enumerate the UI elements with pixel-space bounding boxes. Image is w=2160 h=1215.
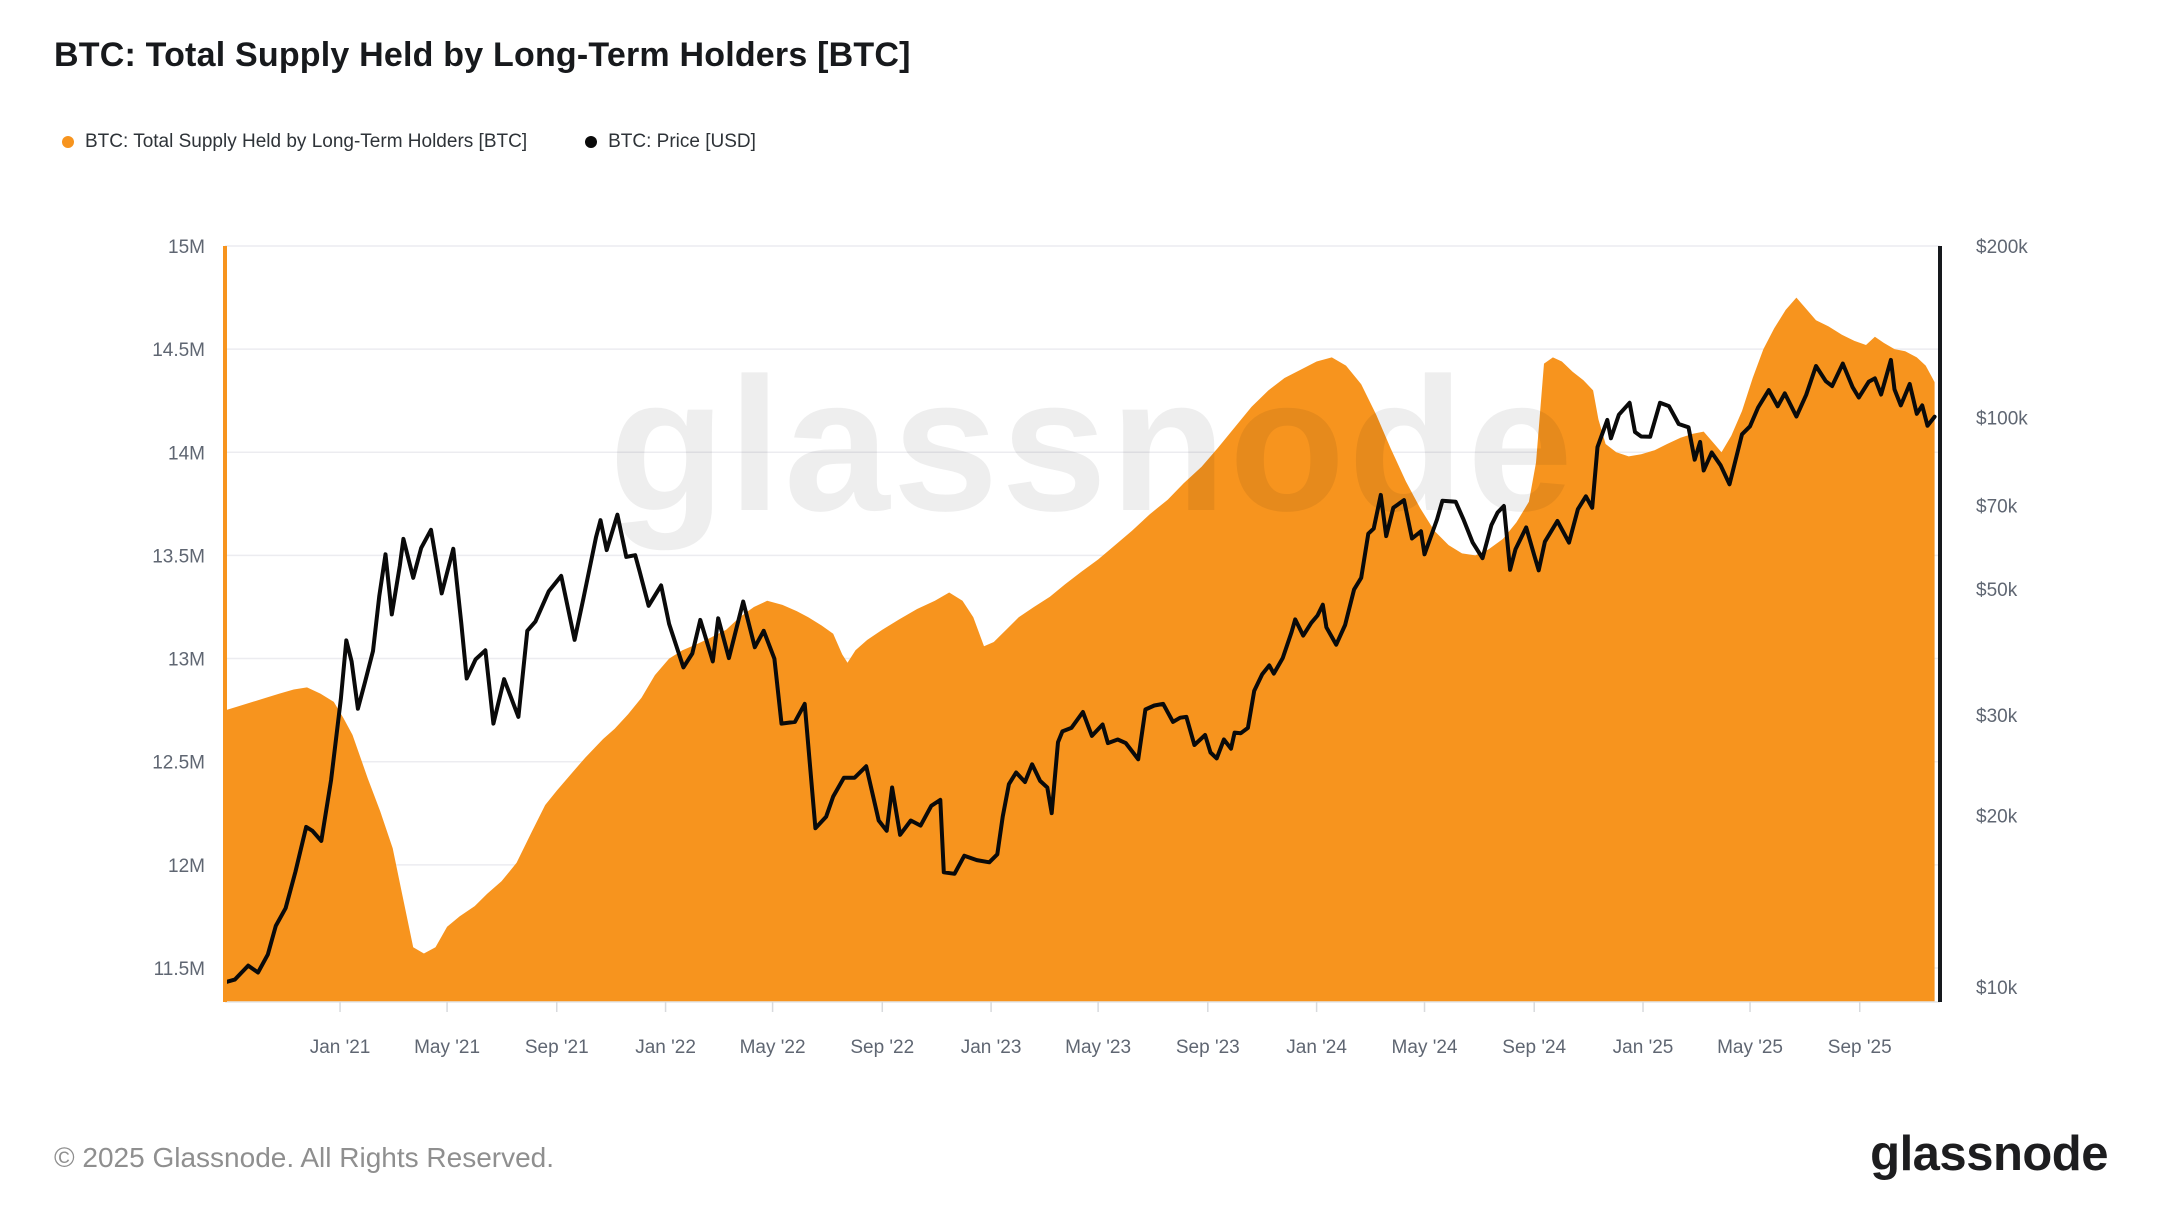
x-tick-label: Jan '21 <box>310 1037 371 1058</box>
legend-item-lth-supply[interactable]: BTC: Total Supply Held by Long-Term Hold… <box>62 131 527 153</box>
x-tick-label: Sep '23 <box>1176 1037 1240 1058</box>
x-tick-label: Sep '21 <box>525 1037 589 1058</box>
left-axis-tick-label: 14M <box>168 443 205 464</box>
x-tick-label: May '21 <box>414 1037 480 1058</box>
left-axis-tick-label: 13.5M <box>152 546 205 567</box>
right-axis-tick-label: $50k <box>1976 580 2018 601</box>
x-tick-label: Jan '25 <box>1613 1037 1674 1058</box>
right-axis-tick-label: $10k <box>1976 978 2018 999</box>
right-axis-tick-label: $20k <box>1976 807 2018 828</box>
x-tick-label: Jan '23 <box>961 1037 1022 1058</box>
x-tick-label: Jan '22 <box>635 1037 696 1058</box>
axes <box>223 246 1942 1012</box>
left-axis-tick-label: 14.5M <box>152 340 205 361</box>
left-axis-tick-label: 11.5M <box>154 959 205 980</box>
x-tick-label: May '25 <box>1717 1037 1783 1058</box>
x-tick-label: Jan '24 <box>1286 1037 1347 1058</box>
btc-price-line-series <box>223 357 1937 985</box>
x-tick-label: Sep '22 <box>850 1037 914 1058</box>
axis-labels: Jan '21 May '21 Sep '21 Jan '22 May '22 Sep '… <box>152 237 2028 1058</box>
plot-area[interactable] <box>225 246 1940 1002</box>
glassnode-logo[interactable]: glassnode <box>1870 1127 2108 1181</box>
legend-item-price[interactable]: BTC: Price [USD] <box>585 131 756 153</box>
x-tick-label: May '22 <box>740 1037 806 1058</box>
right-axis-tick-label: $30k <box>1976 706 2018 727</box>
price-series-swatch-icon <box>585 136 598 148</box>
right-axis-tick-label: $70k <box>1976 497 2018 518</box>
legend-item-label: BTC: Total Supply Held by Long-Term Hold… <box>85 131 528 152</box>
page-title: BTC: Total Supply Held by Long-Term Hold… <box>54 36 911 74</box>
x-tick-label: Sep '24 <box>1502 1037 1566 1058</box>
x-tick-label: Sep '25 <box>1828 1037 1892 1058</box>
left-axis-tick-label: 15M <box>168 237 205 258</box>
lth-supply-area-series <box>225 297 1935 1003</box>
glassnode-watermark: glassnode <box>609 339 1576 551</box>
legend-item-label: BTC: Price [USD] <box>608 131 756 152</box>
supply-series-swatch-icon <box>62 136 74 148</box>
copyright-text: © 2025 Glassnode. All Rights Reserved. <box>54 1142 555 1173</box>
left-axis-tick-label: 13M <box>168 650 205 671</box>
left-axis-tick-label: 12M <box>168 856 205 877</box>
right-axis-tick-label: $100k <box>1976 408 2028 429</box>
legend: BTC: Total Supply Held by Long-Term Hold… <box>62 131 756 153</box>
left-axis-tick-label: 12.5M <box>152 753 205 774</box>
x-tick-label: May '24 <box>1392 1037 1458 1058</box>
right-axis-tick-label: $200k <box>1976 237 2028 258</box>
x-tick-label: May '23 <box>1065 1037 1131 1058</box>
